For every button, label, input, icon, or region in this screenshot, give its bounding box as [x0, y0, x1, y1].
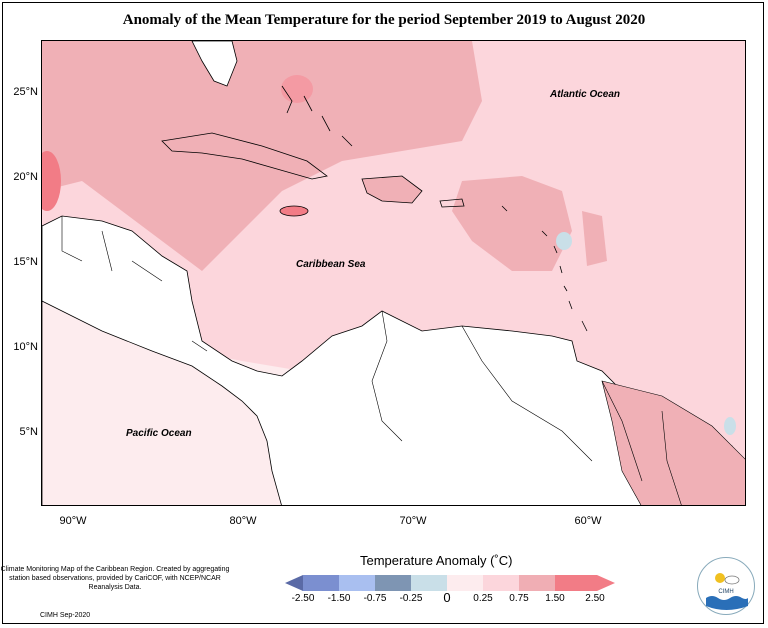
legend-swatch-9 — [597, 575, 615, 591]
legend-tick-5: 0.25 — [473, 593, 493, 604]
legend-tick-6: 0.75 — [509, 593, 529, 604]
legend-tick-0: -2.50 — [291, 593, 315, 604]
legend-tick-7: 1.50 — [545, 593, 565, 604]
anomaly-zone-antilles — [452, 176, 572, 271]
map-title: Anomaly of the Mean Temperature for the … — [122, 12, 646, 28]
legend-swatch-3 — [375, 575, 411, 591]
lat-label-20: 20°N — [13, 171, 38, 183]
pacific-ocean-label: Pacific Ocean — [126, 428, 192, 439]
atlantic-ocean-label: Atlantic Ocean — [550, 89, 621, 100]
hotspot-west — [42, 151, 61, 211]
legend-swatch-2 — [339, 575, 375, 591]
sun-cloud-icon — [706, 573, 748, 610]
credits-text: Climate Monitoring Map of the Caribbean … — [0, 566, 230, 591]
pacific-water — [42, 300, 282, 505]
lat-label-25: 25°N — [13, 86, 38, 98]
lat-label-15: 15°N — [13, 256, 38, 268]
legend-swatch-1 — [303, 575, 339, 591]
puerto-rico-outline — [439, 198, 465, 208]
legend-swatch-4 — [411, 575, 447, 591]
legend-swatch-6 — [483, 575, 519, 591]
map-panel — [41, 40, 746, 506]
legend-swatch-8 — [555, 575, 597, 591]
legend-tick-3: -0.25 — [399, 593, 423, 604]
jamaica-outline — [279, 205, 309, 217]
cuba-outline — [161, 132, 328, 180]
lat-label-5: 5°N — [19, 426, 38, 438]
lat-label-10: 10°N — [13, 341, 38, 353]
cimh-logo: CIMH — [697, 557, 755, 615]
anomaly-zone-east — [582, 211, 607, 266]
logo-label: CIMH — [718, 589, 734, 595]
legend-tick-1: -1.50 — [327, 593, 351, 604]
legend-tick-2: -0.75 — [363, 593, 387, 604]
legend-swatch-5 — [447, 575, 483, 591]
coldspot-antilles — [556, 232, 572, 250]
legend-colorbar — [285, 575, 615, 591]
lesser-antilles — [501, 205, 588, 332]
lon-label-70: 70°W — [399, 515, 427, 527]
legend-tick-8: 2.50 — [585, 593, 605, 604]
legend-title: Temperature Anomaly (˚C) — [360, 553, 513, 568]
legend-swatch-0 — [285, 575, 303, 591]
florida — [191, 41, 238, 87]
credits-date: CIMH Sep-2020 — [40, 612, 91, 619]
hotspot-bahamas — [281, 75, 313, 103]
legend-swatch-7 — [519, 575, 555, 591]
coldspot-coast — [724, 417, 736, 435]
bahamas-islands — [281, 85, 353, 147]
legend-tick-4: 0 — [443, 590, 451, 605]
lon-label-80: 80°W — [229, 515, 257, 527]
guianas-land — [601, 380, 745, 505]
map-graphic — [42, 41, 745, 505]
country-borders — [61, 216, 682, 505]
anomaly-zone-north — [42, 41, 482, 271]
lon-label-60: 60°W — [574, 515, 602, 527]
hispaniola-outline — [361, 175, 423, 204]
caribbean-sea-label: Caribbean Sea — [296, 259, 366, 270]
lon-label-90: 90°W — [59, 515, 87, 527]
